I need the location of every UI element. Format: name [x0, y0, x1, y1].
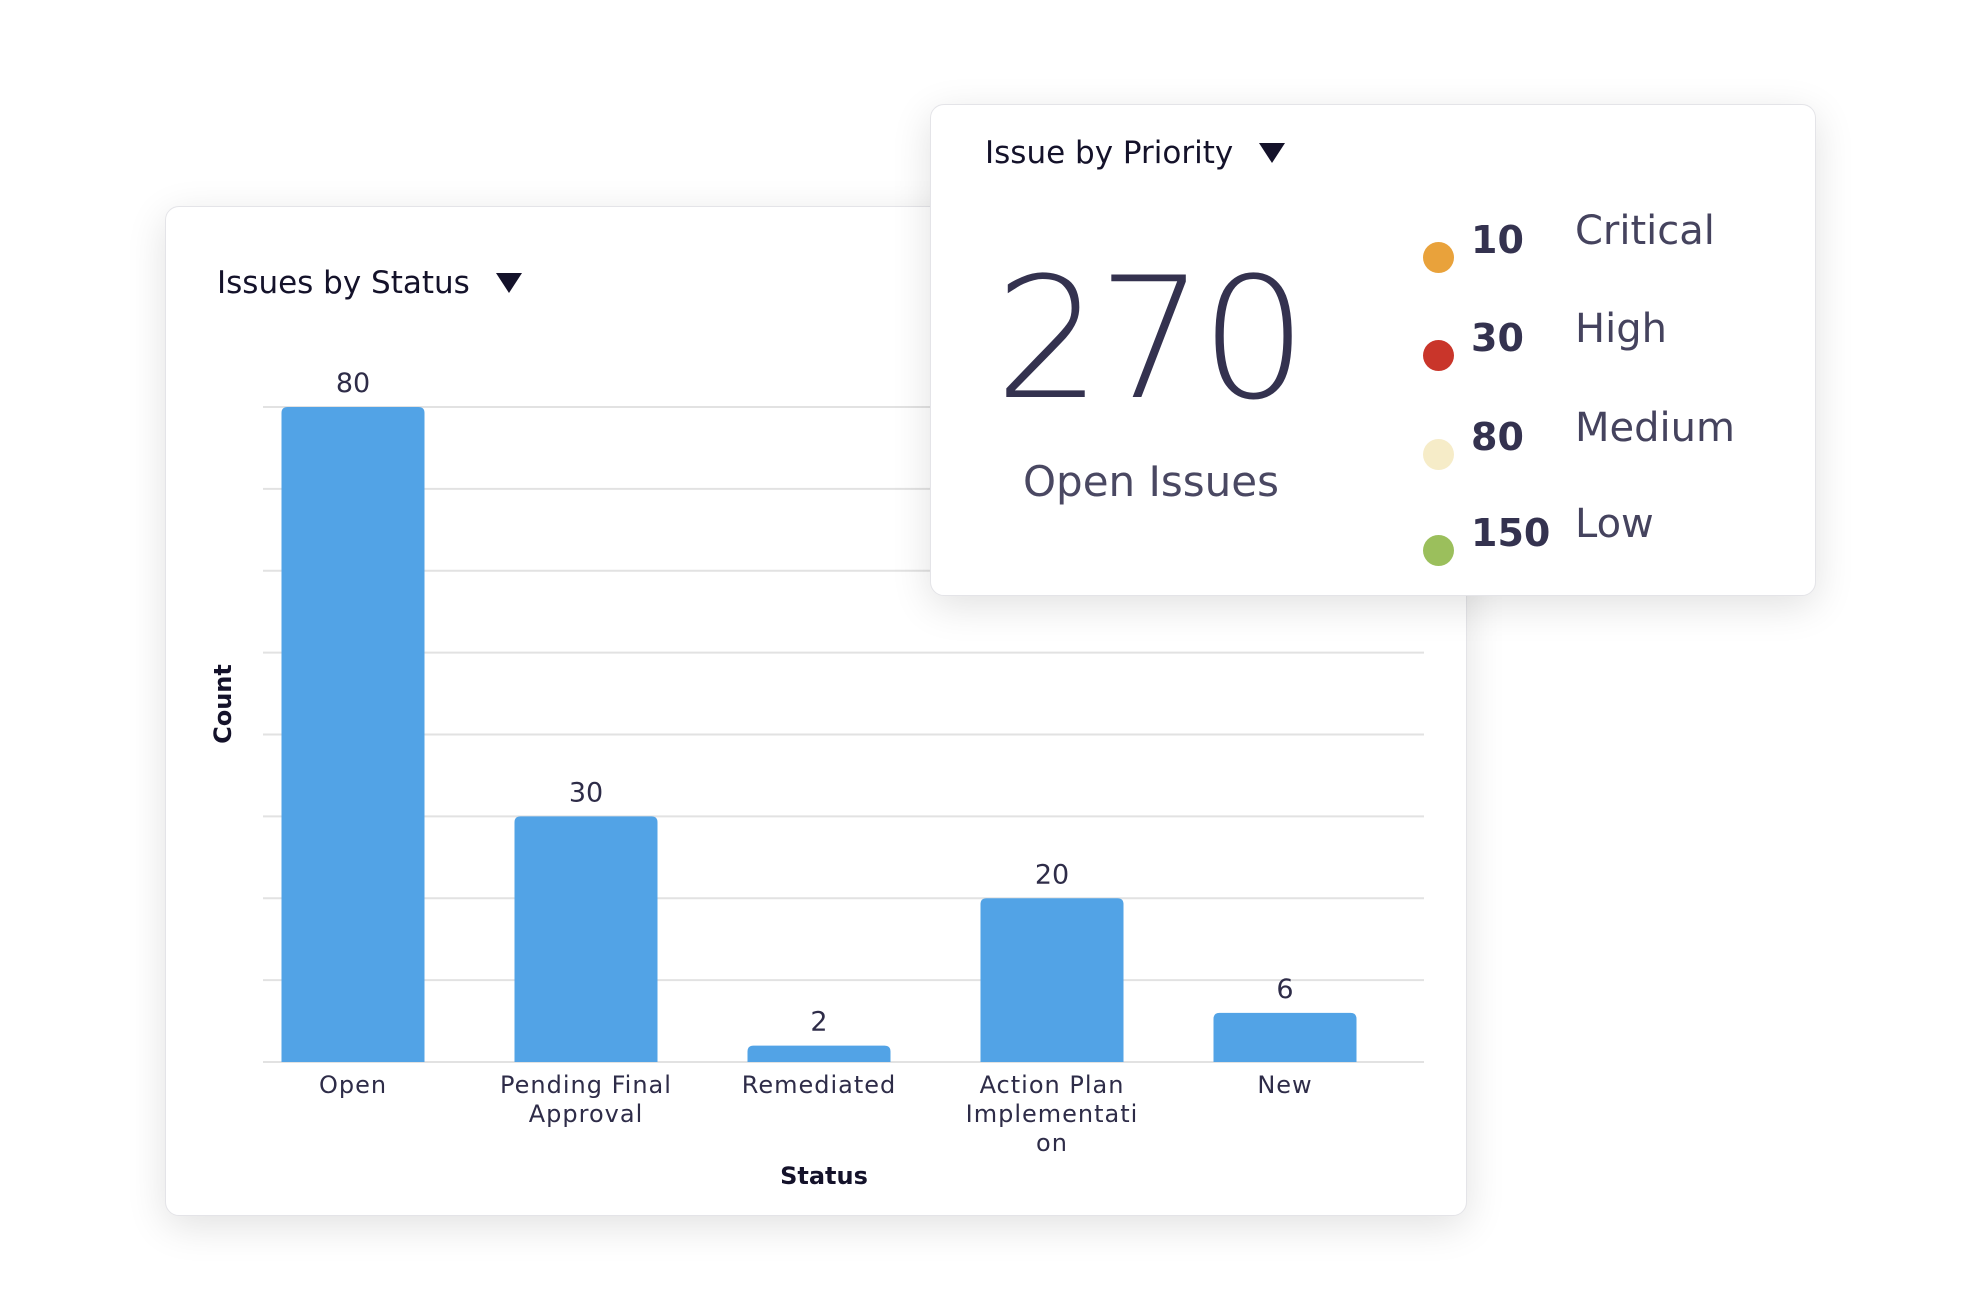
priority-dot-icon — [1423, 340, 1454, 371]
category-label: New — [1257, 1071, 1312, 1099]
priority-label: Critical — [1575, 208, 1715, 254]
category-label: Pending Final — [500, 1071, 672, 1099]
category-label: Remediated — [742, 1071, 897, 1099]
bar-4 — [1213, 1012, 1357, 1062]
bar-1 — [514, 816, 658, 1062]
category-label: Implementati — [966, 1100, 1139, 1128]
priority-dot-icon — [1423, 439, 1454, 470]
priority-count: 10 — [1471, 218, 1524, 262]
category-label: on — [1036, 1129, 1068, 1157]
bar-value-label: 20 — [1035, 859, 1069, 890]
bar-2 — [747, 1045, 891, 1062]
priority-count: 80 — [1471, 415, 1524, 459]
priority-count: 30 — [1471, 316, 1524, 360]
priority-item-low: 150 Low — [1423, 501, 1654, 566]
category-label: Action Plan — [980, 1071, 1125, 1099]
priority-label: High — [1575, 306, 1667, 352]
priority-label: Medium — [1575, 405, 1735, 451]
issue-by-priority-card: Issue by Priority 270 Open Issues 10 Cri… — [930, 104, 1816, 596]
category-label: Open — [319, 1071, 387, 1099]
status-chart-title: Issues by Status — [217, 265, 470, 301]
open-issues-total: 270 — [994, 241, 1308, 437]
priority-title-dropdown[interactable]: Issue by Priority — [985, 135, 1286, 171]
bar-0 — [281, 407, 425, 1062]
bar-3 — [980, 898, 1124, 1062]
y-axis-label: Count — [209, 664, 237, 744]
bar-value-label: 2 — [810, 1007, 827, 1038]
caret-down-icon — [1259, 143, 1286, 163]
priority-label: Low — [1575, 501, 1654, 547]
priority-item-critical: 10 Critical — [1423, 208, 1715, 273]
priority-dot-icon — [1423, 242, 1454, 273]
priority-dot-icon — [1423, 535, 1454, 566]
caret-down-icon — [495, 273, 522, 293]
open-issues-label: Open Issues — [1022, 457, 1280, 506]
priority-item-medium: 80 Medium — [1423, 405, 1735, 470]
bar-value-label: 80 — [336, 368, 370, 399]
priority-item-high: 30 High — [1423, 306, 1667, 371]
bar-value-label: 30 — [569, 777, 603, 808]
bar-value-label: 6 — [1276, 974, 1293, 1005]
category-label: Approval — [529, 1100, 644, 1128]
x-axis-label: Status — [780, 1162, 868, 1190]
priority-count: 150 — [1471, 511, 1551, 555]
priority-title: Issue by Priority — [985, 135, 1234, 171]
status-chart-title-dropdown[interactable]: Issues by Status — [217, 265, 522, 301]
